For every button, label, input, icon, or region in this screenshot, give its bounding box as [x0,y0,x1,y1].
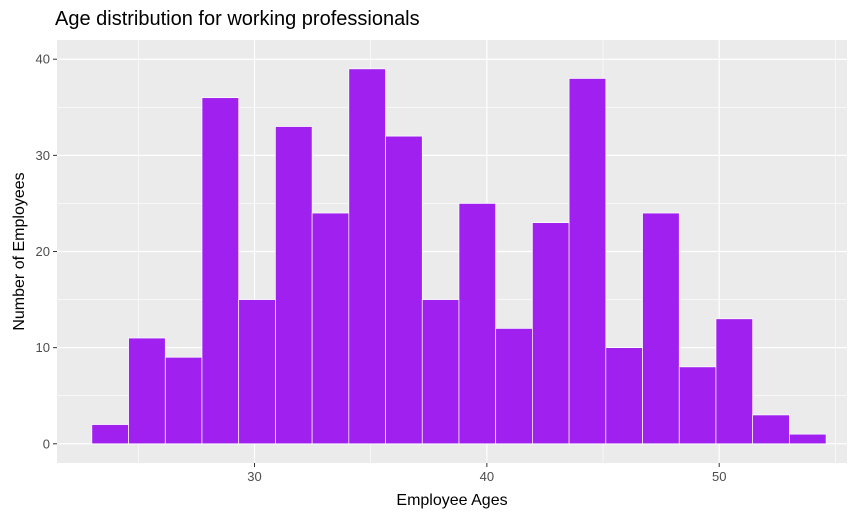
x-tick-label: 30 [247,469,261,484]
histogram-bar [752,414,790,445]
histogram-bar [201,97,240,445]
histogram-bar [91,424,129,445]
histogram-bar [421,299,460,445]
chart-title: Age distribution for working professiona… [55,8,420,30]
histogram-bar [789,433,827,445]
histogram-bar [532,222,570,445]
histogram-bar [385,135,423,445]
histogram-bar [495,328,533,445]
x-tick-label: 50 [712,469,726,484]
y-axis-title: Number of Employees [11,172,28,330]
y-tick-label: 10 [36,340,50,355]
x-tick-label: 40 [480,469,494,484]
histogram-bar [128,337,166,445]
histogram-bar [605,347,643,445]
y-tick-label: 20 [36,244,50,259]
histogram-bar [238,299,276,445]
histogram-bars [91,68,827,445]
histogram-bar [275,126,313,445]
y-tick-label: 30 [36,148,50,163]
histogram-bar [164,356,203,445]
histogram-bar [568,78,607,445]
histogram-bar [642,212,680,445]
y-tick-label: 40 [36,52,50,67]
y-tick-label: 0 [43,436,50,451]
histogram-bar [678,366,717,445]
histogram-bar [715,318,754,445]
histogram-bar [458,203,497,445]
x-axis-ticks: 30 40 50 [247,463,726,484]
x-axis-title: Employee Ages [396,492,507,509]
y-axis-ticks: 0 10 20 30 40 [36,52,57,451]
histogram-bar [311,212,350,445]
histogram-bar [348,68,386,445]
